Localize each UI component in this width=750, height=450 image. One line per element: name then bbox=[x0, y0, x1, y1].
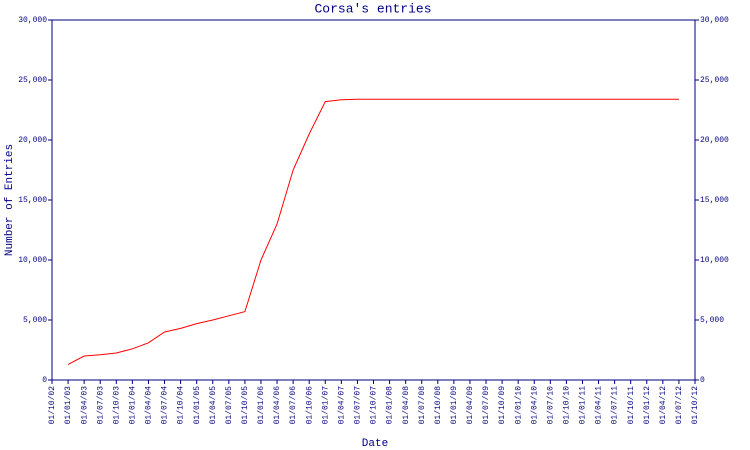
x-tick-label: 01/04/05 bbox=[209, 386, 218, 425]
y-tick-label: 5,000 bbox=[23, 316, 47, 325]
x-tick-label: 01/10/12 bbox=[691, 386, 700, 425]
y-tick-label: 20,000 bbox=[18, 136, 47, 145]
y2-tick-label: 25,000 bbox=[700, 76, 729, 85]
x-tick-label: 01/04/07 bbox=[337, 386, 346, 425]
x-tick-label: 01/07/08 bbox=[418, 386, 427, 425]
x-tick-label: 01/04/08 bbox=[402, 386, 411, 425]
x-tick-label: 01/04/09 bbox=[466, 386, 475, 425]
y-axis-label: Number of Entries bbox=[4, 144, 16, 256]
x-tick-label: 01/10/03 bbox=[112, 386, 121, 425]
x-tick-label: 01/07/10 bbox=[546, 386, 555, 425]
x-tick-label: 01/10/09 bbox=[498, 386, 507, 425]
x-tick-label: 01/01/05 bbox=[193, 386, 202, 425]
y2-tick-label: 30,000 bbox=[700, 16, 729, 25]
y2-tick-label: 10,000 bbox=[700, 256, 729, 265]
x-tick-label: 01/10/06 bbox=[305, 386, 314, 425]
y2-tick-label: 5,000 bbox=[700, 316, 724, 325]
chart-title: Corsa's entries bbox=[314, 1, 431, 16]
x-tick-label: 01/10/10 bbox=[563, 386, 572, 425]
x-tick-label: 01/01/03 bbox=[64, 386, 73, 425]
y2-tick-label: 20,000 bbox=[700, 136, 729, 145]
x-tick-label: 01/10/05 bbox=[241, 386, 250, 425]
x-tick-label: 01/07/04 bbox=[161, 386, 170, 425]
x-axis-label: Date bbox=[362, 438, 388, 450]
x-tick-label: 01/04/04 bbox=[145, 386, 154, 425]
x-tick-label: 01/04/03 bbox=[80, 386, 89, 425]
x-tick-label: 01/07/07 bbox=[354, 386, 363, 425]
x-tick-label: 01/10/07 bbox=[370, 386, 379, 425]
y-tick-label: 10,000 bbox=[18, 256, 47, 265]
x-tick-label: 01/01/08 bbox=[386, 386, 395, 425]
y-tick-label: 30,000 bbox=[18, 16, 47, 25]
plot-frame bbox=[51, 19, 696, 381]
x-tick-label: 01/10/11 bbox=[627, 386, 636, 425]
y2-tick-label: 0 bbox=[700, 376, 705, 385]
data-line bbox=[67, 98, 679, 365]
x-tick-label: 01/01/12 bbox=[643, 386, 652, 425]
x-tick-label: 01/04/12 bbox=[659, 386, 668, 425]
x-tick-label: 01/01/09 bbox=[450, 386, 459, 425]
x-tick-label: 01/04/11 bbox=[595, 386, 604, 425]
x-tick-label: 01/01/07 bbox=[321, 386, 330, 425]
x-tick-label: 01/07/12 bbox=[675, 386, 684, 425]
x-tick-label: 01/01/11 bbox=[579, 386, 588, 425]
x-tick-label: 01/01/10 bbox=[514, 386, 523, 425]
x-tick-label: 01/10/04 bbox=[177, 386, 186, 425]
x-tick-label: 01/01/04 bbox=[128, 386, 137, 425]
y-tick-label: 15,000 bbox=[18, 196, 47, 205]
y2-tick-label: 15,000 bbox=[700, 196, 729, 205]
x-tick-label: 01/04/06 bbox=[273, 386, 282, 425]
x-tick-label: 01/07/09 bbox=[482, 386, 491, 425]
x-tick-label: 01/10/02 bbox=[48, 386, 57, 425]
x-tick-label: 01/07/11 bbox=[611, 386, 620, 425]
x-tick-label: 01/04/10 bbox=[530, 386, 539, 425]
x-tick-label: 01/10/08 bbox=[434, 386, 443, 425]
x-tick-label: 01/07/05 bbox=[225, 386, 234, 425]
y-tick-label: 25,000 bbox=[18, 76, 47, 85]
y-tick-label: 0 bbox=[42, 376, 47, 385]
x-tick-label: 01/01/06 bbox=[257, 386, 266, 425]
x-tick-label: 01/07/03 bbox=[96, 386, 105, 425]
x-tick-label: 01/07/06 bbox=[289, 386, 298, 425]
